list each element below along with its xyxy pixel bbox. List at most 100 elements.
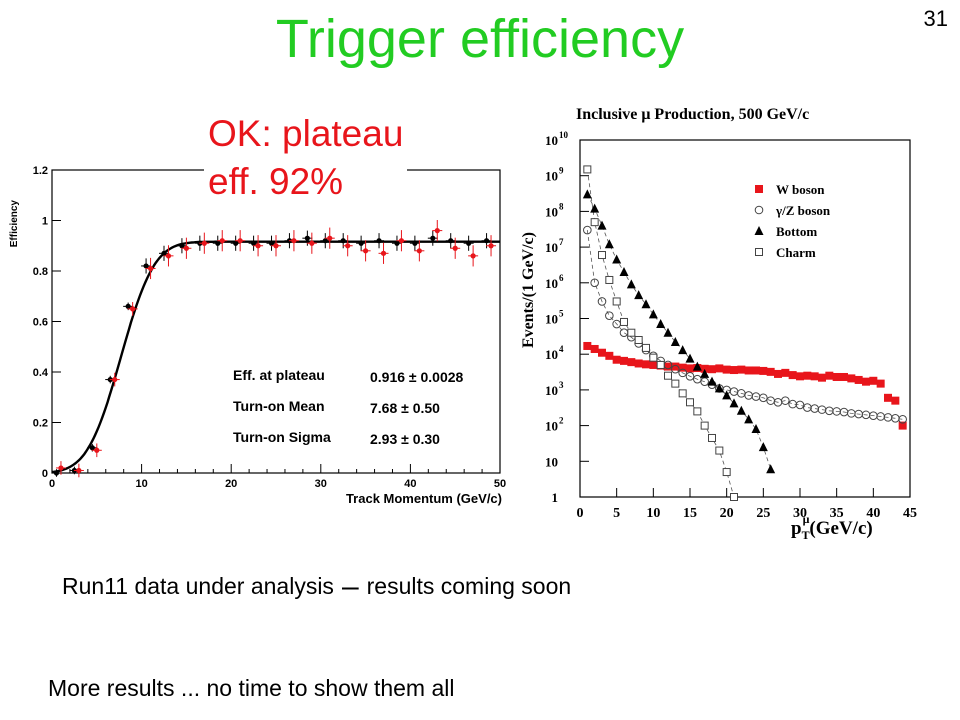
data-point	[788, 371, 797, 380]
data-point	[678, 345, 688, 355]
data-point	[452, 245, 458, 251]
y-tick-label: 10	[545, 204, 558, 219]
y-tick-label: 1	[42, 216, 48, 228]
data-point	[671, 364, 680, 374]
callout-line: OK: plateau	[208, 113, 404, 154]
y-tick-label: 0	[42, 468, 48, 480]
data-point	[237, 238, 243, 244]
data-point	[759, 393, 768, 403]
data-point	[583, 341, 592, 350]
data-point	[488, 243, 494, 249]
data-point	[818, 373, 826, 382]
data-point	[590, 344, 599, 353]
stats-box: Eff. at plateau 0.916 ± 0.0028 Turn-on M…	[233, 367, 464, 447]
data-point	[795, 400, 805, 410]
data-point	[255, 243, 261, 249]
y-tick-exponent: 2	[559, 416, 564, 426]
data-point	[597, 220, 607, 230]
slide-number: 31	[923, 6, 948, 31]
data-point	[686, 364, 694, 373]
data-point	[304, 235, 310, 241]
data-point	[678, 368, 687, 378]
data-point	[268, 240, 275, 246]
x-tick-label: 20	[225, 478, 237, 490]
data-point	[291, 238, 297, 244]
status-text: Run11 data under analysis – results coming…	[62, 570, 571, 604]
y-tick-label: 0.6	[33, 317, 48, 329]
data-point	[179, 243, 185, 249]
data-point	[358, 240, 364, 246]
data-point	[781, 396, 790, 405]
data-point	[215, 240, 221, 246]
data-point	[825, 371, 834, 380]
data-point	[744, 414, 754, 424]
data-point	[685, 372, 695, 381]
data-point	[273, 243, 279, 249]
data-point	[112, 376, 118, 383]
data-point	[634, 290, 644, 300]
data-point	[700, 421, 709, 430]
data-point	[649, 360, 658, 369]
plateau-callout: OK: plateau eff. 92%	[204, 110, 408, 206]
plot-frame	[579, 139, 911, 498]
data-point	[708, 365, 716, 374]
x-tick-label: 20	[720, 506, 734, 521]
y-tick-label: 10	[545, 133, 558, 148]
data-point	[898, 415, 907, 424]
x-label-main: p	[791, 518, 802, 539]
data-point	[898, 421, 907, 430]
x-tick-label: 45	[903, 506, 917, 521]
status-part: Run11 data under analysis	[62, 573, 334, 599]
stat-value: 7.68 ± 0.50	[370, 400, 440, 416]
data-point	[590, 218, 599, 227]
data-points	[582, 165, 907, 501]
data-point	[810, 372, 819, 381]
data-point	[233, 240, 239, 246]
data-point	[398, 238, 405, 244]
x-tick-label: 0	[49, 478, 55, 490]
data-point	[715, 446, 724, 455]
data-point	[416, 248, 422, 254]
data-point	[634, 335, 643, 344]
data-point	[686, 398, 694, 407]
data-points	[51, 219, 497, 478]
data-point	[737, 365, 746, 374]
x-tick-label: 25	[756, 506, 770, 521]
data-point	[708, 433, 716, 442]
data-point	[755, 248, 763, 256]
data-point	[751, 424, 761, 434]
data-point	[434, 228, 440, 234]
data-point	[322, 238, 328, 244]
data-point	[605, 311, 614, 320]
data-point	[376, 238, 382, 244]
data-point	[147, 265, 154, 272]
y-axis-label: Efficiency	[9, 200, 20, 248]
trend-curve	[586, 230, 903, 420]
data-point	[840, 372, 848, 381]
y-tick-label: 0.8	[33, 266, 48, 278]
data-point	[620, 356, 628, 365]
data-point	[803, 371, 812, 380]
data-point	[854, 375, 863, 384]
y-tick-exponent: 8	[559, 201, 564, 211]
y-tick-label: 10	[545, 240, 558, 255]
x-tick-label: 15	[683, 506, 697, 521]
data-point	[627, 358, 636, 367]
data-point	[619, 267, 629, 277]
stat-label: Turn-on Mean	[233, 398, 325, 414]
data-point	[597, 297, 607, 306]
y-tick-exponent: 7	[559, 237, 564, 247]
data-point	[340, 238, 346, 244]
data-point	[627, 328, 636, 337]
data-point	[663, 327, 673, 337]
stat-label: Eff. at plateau	[233, 367, 325, 383]
x-tick-label: 40	[866, 506, 880, 521]
y-tick-label: 10	[545, 312, 558, 327]
data-point	[693, 374, 702, 384]
data-point	[612, 297, 621, 306]
data-point	[715, 364, 724, 373]
y-tick-label: 0.2	[33, 418, 48, 430]
y-tick-exponent: 4	[559, 344, 564, 354]
data-point	[363, 248, 369, 254]
